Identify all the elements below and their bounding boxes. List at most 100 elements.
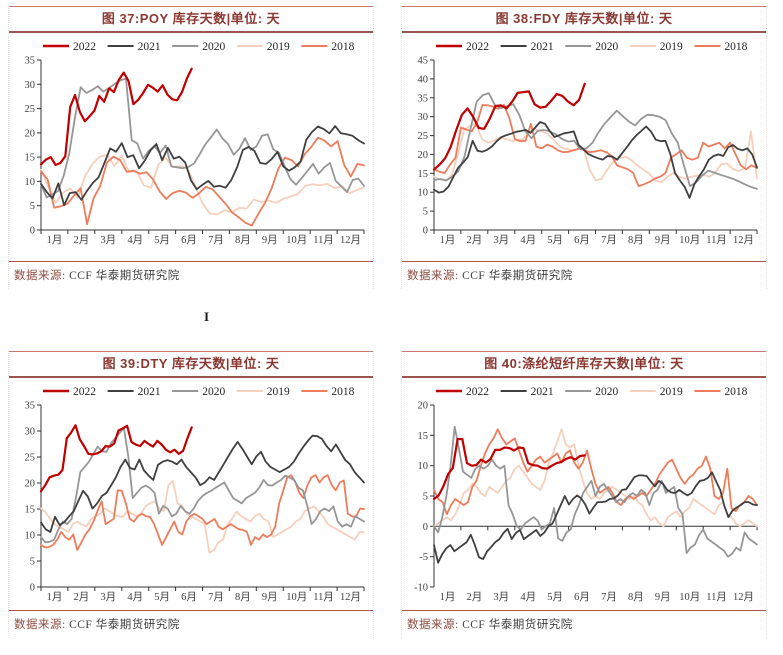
source-label: 数据来源: <box>14 270 66 282</box>
legend-label-2018: 2018 <box>331 386 354 398</box>
svg-text:20: 20 <box>25 479 36 490</box>
svg-text:1月: 1月 <box>47 234 63 246</box>
svg-text:10月: 10月 <box>286 591 307 603</box>
source-label: 数据来源: <box>14 619 66 631</box>
legend-label-2022: 2022 <box>73 386 96 398</box>
series-2022-line <box>39 67 193 166</box>
svg-text:15: 15 <box>25 153 36 164</box>
panel-poy: 图 37:POY 库存天数|单位: 天 0 5 10 15 20 25 30 35 1月 2月 3月… <box>8 6 374 289</box>
source-value: CCF 华泰期货研究院 <box>69 619 180 631</box>
legend: 2022 2021 2020 2019 2018 <box>43 41 355 53</box>
series-2022-line <box>432 437 586 501</box>
legend-label-2020: 2020 <box>595 386 618 398</box>
svg-text:12月: 12月 <box>733 591 754 603</box>
series-2019-line <box>433 122 758 184</box>
svg-text:25: 25 <box>418 131 429 142</box>
legend-label-2019: 2019 <box>660 386 683 398</box>
chart-title-fdy: 图 38:FDY 库存天数|单位: 天 <box>402 6 766 33</box>
svg-text:-5: -5 <box>419 552 428 563</box>
legend-label-2020: 2020 <box>202 386 225 398</box>
svg-text:2月: 2月 <box>467 591 483 603</box>
svg-text:30: 30 <box>25 80 36 91</box>
source-value: CCF 华泰期货研究院 <box>69 270 180 282</box>
svg-text:3月: 3月 <box>493 234 509 246</box>
legend-label-2022: 2022 <box>73 41 96 53</box>
chart-area-fdy: 0 5 10 15 20 25 30 35 40 45 1月 2月 3月 4月 5月 6月 7月 8月 9月 10月 1… <box>402 33 766 247</box>
svg-text:5: 5 <box>30 557 35 568</box>
panel-dty: 图 39:DTY 库存天数|单位: 天 0 5 10 15 20 25 30 35 1月 2月 3月… <box>8 351 374 638</box>
charts-row-bottom: 图 39:DTY 库存天数|单位: 天 0 5 10 15 20 25 30 35 1月 2月 3月… <box>8 351 783 638</box>
svg-text:8月: 8月 <box>628 234 644 246</box>
svg-text:4月: 4月 <box>520 591 536 603</box>
svg-text:6月: 6月 <box>181 234 197 246</box>
svg-text:4月: 4月 <box>520 234 536 246</box>
y-axis: -10 -5 0 5 10 15 20 <box>414 401 435 594</box>
legend-label-2021: 2021 <box>531 41 554 53</box>
svg-text:15: 15 <box>25 505 36 516</box>
series-2021-line <box>40 125 365 207</box>
source-label: 数据来源: <box>407 619 459 631</box>
svg-text:5月: 5月 <box>547 591 563 603</box>
row-separator-glyph: I <box>204 309 210 324</box>
legend-label-2021: 2021 <box>531 386 554 398</box>
legend-label-2019: 2019 <box>660 41 683 53</box>
svg-text:25: 25 <box>25 104 36 115</box>
legend: 2022 2021 2020 2019 2018 <box>436 386 748 398</box>
svg-text:11月: 11月 <box>313 591 334 603</box>
legend: 2022 2021 2020 2019 2018 <box>436 41 748 53</box>
legend-label-2021: 2021 <box>138 41 161 53</box>
source-label: 数据来源: <box>407 270 459 282</box>
svg-text:10: 10 <box>25 531 36 542</box>
series-2018-line <box>40 136 365 227</box>
series-2021-line <box>433 121 758 199</box>
svg-text:5月: 5月 <box>547 234 563 246</box>
svg-text:15: 15 <box>418 169 429 180</box>
svg-text:8月: 8月 <box>235 234 251 246</box>
svg-text:30: 30 <box>418 112 429 123</box>
y-axis: 0 5 10 15 20 25 30 35 <box>25 56 42 237</box>
series-2020-line <box>433 92 758 190</box>
legend-label-2018: 2018 <box>331 41 354 53</box>
svg-text:45: 45 <box>418 56 429 67</box>
svg-text:20: 20 <box>25 128 36 139</box>
legend-label-2018: 2018 <box>724 386 747 398</box>
x-axis: 1月 2月 3月 4月 5月 6月 7月 8月 9月 10月 11月 12月 <box>40 586 365 603</box>
legend-label-2018: 2018 <box>724 41 747 53</box>
svg-text:9月: 9月 <box>655 234 671 246</box>
svg-text:0: 0 <box>30 583 35 594</box>
svg-text:1月: 1月 <box>47 591 63 603</box>
svg-text:11月: 11月 <box>706 591 727 603</box>
svg-text:6月: 6月 <box>181 591 197 603</box>
svg-text:1月: 1月 <box>440 591 456 603</box>
svg-text:5月: 5月 <box>154 591 170 603</box>
svg-text:10月: 10月 <box>679 234 700 246</box>
svg-text:2月: 2月 <box>467 234 483 246</box>
svg-text:8月: 8月 <box>235 591 251 603</box>
svg-text:35: 35 <box>418 93 429 104</box>
x-axis: 1月 2月 3月 4月 5月 6月 7月 8月 9月 10月 11月 12月 <box>433 525 758 603</box>
svg-text:0: 0 <box>30 226 35 237</box>
chart-area-duanxian: -10 -5 0 5 10 15 20 1月 2月 3月 4月 5月 6月 7月 8月 9月 10月 11月 12月… <box>402 378 766 604</box>
svg-text:35: 35 <box>25 401 36 412</box>
svg-text:2月: 2月 <box>74 234 90 246</box>
svg-text:7月: 7月 <box>601 591 617 603</box>
svg-text:10月: 10月 <box>286 234 307 246</box>
charts-row-top: 图 37:POY 库存天数|单位: 天 0 5 10 15 20 25 30 35 1月 2月 3月… <box>8 6 783 289</box>
chart-area-poy: 0 5 10 15 20 25 30 35 1月 2月 3月 4月 5月 6月 7月 8月 9月 10月 11月 12… <box>9 33 373 247</box>
svg-text:7月: 7月 <box>208 234 224 246</box>
dty-line-chart: 0 5 10 15 20 25 30 35 1月 2月 3月 4月 5月 6月 7月 8月 9月 10月 11月 12… <box>25 386 365 603</box>
chart-title-poy: 图 37:POY 库存天数|单位: 天 <box>9 6 373 33</box>
source-footer: 数据来源: CCF 华泰期货研究院 <box>9 610 373 638</box>
svg-text:5: 5 <box>423 207 428 218</box>
svg-text:3月: 3月 <box>493 591 509 603</box>
svg-text:20: 20 <box>418 401 429 412</box>
duanxian-line-chart: -10 -5 0 5 10 15 20 1月 2月 3月 4月 5月 6月 7月 8月 9月 10月 11月 12月… <box>414 386 758 603</box>
legend-label-2020: 2020 <box>202 41 225 53</box>
series-2018-line <box>433 428 758 516</box>
report-page: 图 37:POY 库存天数|单位: 天 0 5 10 15 20 25 30 35 1月 2月 3月… <box>8 6 783 638</box>
legend-label-2020: 2020 <box>595 41 618 53</box>
svg-text:6月: 6月 <box>574 234 590 246</box>
svg-text:12月: 12月 <box>340 591 361 603</box>
svg-text:4月: 4月 <box>127 591 143 603</box>
